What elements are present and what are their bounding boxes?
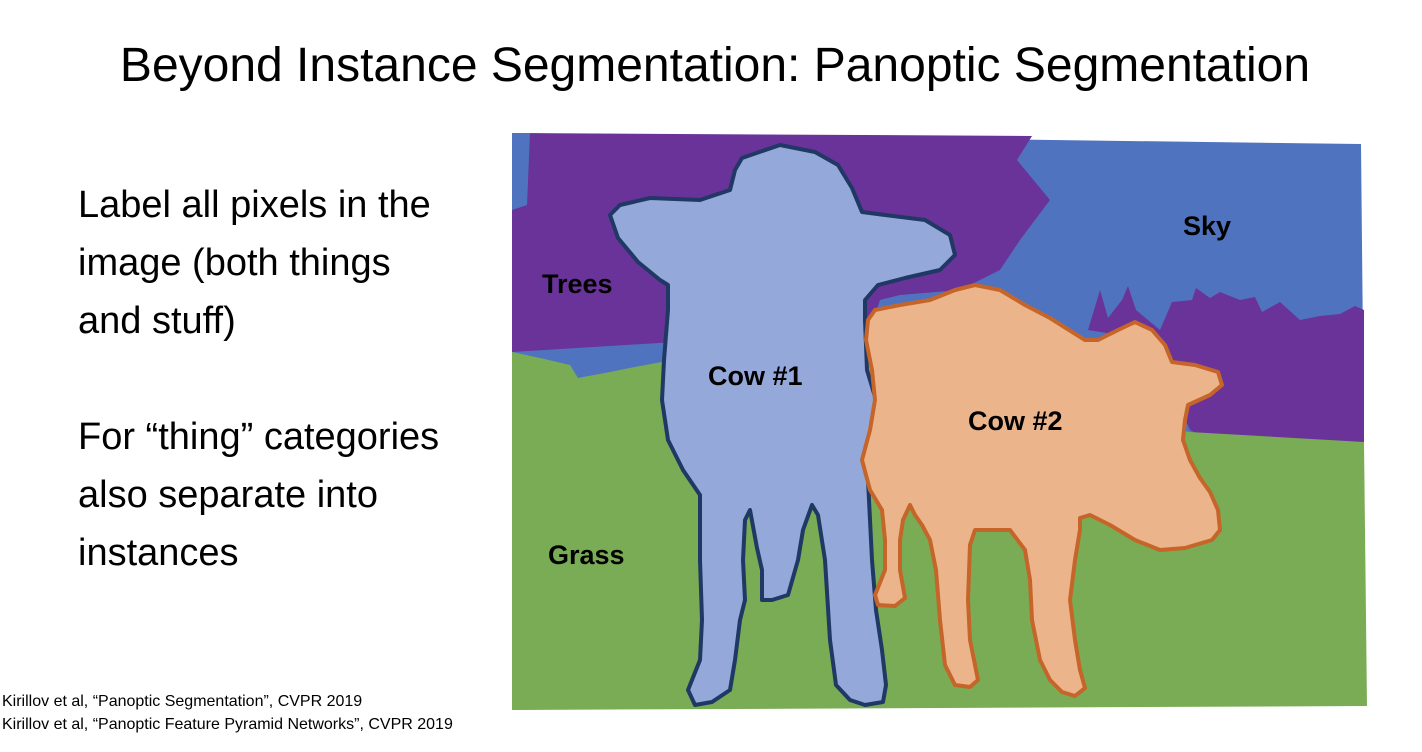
sky-corner-region: [512, 133, 530, 210]
cow-1-label: Cow #1: [708, 361, 803, 391]
grass-label: Grass: [548, 540, 625, 570]
cow-1-region: [608, 143, 957, 707]
body-paragraph-thing-categories: For “thing” categories also separate int…: [78, 416, 440, 574]
cow-2-region: [860, 283, 1224, 698]
slide-title: Beyond Instance Segmentation: Panoptic S…: [119, 39, 1311, 92]
trees-label: Trees: [542, 269, 613, 299]
body-paragraph-label-all-pixels: Label all pixels in the image (both thin…: [78, 184, 431, 342]
trees-region-right: [1088, 286, 1364, 445]
sky-label: Sky: [1183, 211, 1231, 241]
citations: Kirillov et al, “Panoptic Segmentation”,…: [2, 690, 453, 736]
citation-panoptic-segmentation: Kirillov et al, “Panoptic Segmentation”,…: [2, 693, 363, 710]
cow-2-label: Cow #2: [968, 406, 1063, 436]
citation-panoptic-fpn: Kirillov et al, “Panoptic Feature Pyrami…: [2, 716, 453, 733]
